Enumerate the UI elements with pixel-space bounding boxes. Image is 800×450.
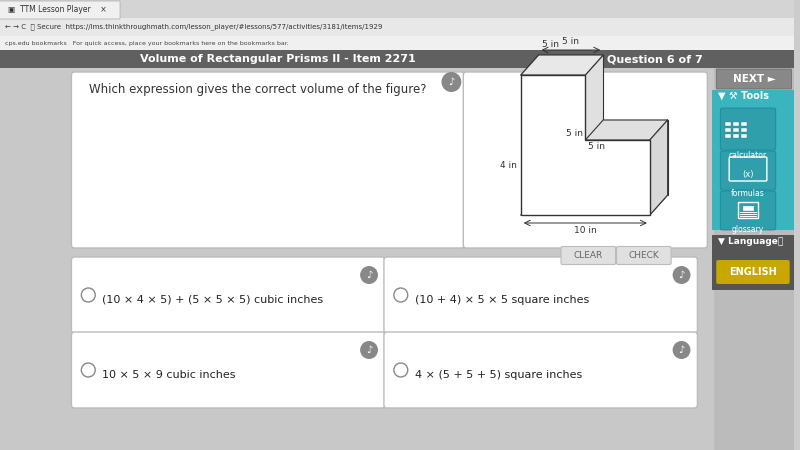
Bar [714, 68, 794, 450]
Circle shape [673, 266, 690, 284]
Text: 5 in: 5 in [562, 37, 579, 46]
Text: 5 in: 5 in [566, 129, 583, 138]
Text: cps.edu bookmarks   For quick access, place your bookmarks here on the bookmarks: cps.edu bookmarks For quick access, plac… [5, 40, 289, 45]
FancyBboxPatch shape [561, 247, 615, 265]
FancyBboxPatch shape [71, 72, 464, 248]
Circle shape [82, 363, 95, 377]
Text: ♪: ♪ [366, 270, 372, 280]
Text: glossary: glossary [732, 225, 764, 234]
Text: formulas: formulas [731, 189, 765, 198]
FancyBboxPatch shape [463, 72, 707, 248]
Text: CLEAR: CLEAR [574, 251, 603, 260]
Text: ← → C  🔒 Secure  https://lms.thinkthroughmath.com/lesson_player/#lessons/577/act: ← → C 🔒 Secure https://lms.thinkthroughm… [5, 23, 382, 31]
FancyBboxPatch shape [716, 69, 792, 89]
Bar [725, 128, 731, 132]
Polygon shape [521, 55, 603, 75]
Bar [0, 36, 794, 50]
Circle shape [442, 72, 462, 92]
Circle shape [673, 341, 690, 359]
Text: 4 × (5 + 5 + 5) square inches: 4 × (5 + 5 + 5) square inches [414, 370, 582, 380]
Circle shape [394, 288, 408, 302]
Text: ♪: ♪ [678, 270, 685, 280]
Text: Volume of Rectangular Prisms II - Item 2271: Volume of Rectangular Prisms II - Item 2… [140, 54, 416, 64]
Bar [0, 18, 794, 36]
Bar [733, 134, 739, 138]
Bar [733, 122, 739, 126]
Text: 5 in: 5 in [588, 142, 606, 151]
Bar [733, 128, 739, 132]
Bar [0, 0, 794, 18]
Bar [712, 235, 794, 290]
FancyBboxPatch shape [384, 332, 698, 408]
Text: 10 × 5 × 9 cubic inches: 10 × 5 × 9 cubic inches [102, 370, 236, 380]
FancyBboxPatch shape [71, 332, 385, 408]
Text: (10 × 4 × 5) + (5 × 5 × 5) cubic inches: (10 × 4 × 5) + (5 × 5 × 5) cubic inches [102, 295, 323, 305]
Text: Which expression gives the correct volume of the figure?: Which expression gives the correct volum… [90, 84, 426, 96]
Text: calculator: calculator [729, 150, 767, 159]
Polygon shape [650, 120, 668, 215]
Text: 5 in: 5 in [542, 40, 558, 49]
FancyBboxPatch shape [720, 108, 776, 150]
Polygon shape [521, 75, 650, 215]
Bar [741, 134, 747, 138]
Text: 10 in: 10 in [574, 226, 597, 235]
Text: ♪: ♪ [448, 77, 454, 87]
Bar [743, 206, 753, 210]
Text: ▼ ⚒ Tools: ▼ ⚒ Tools [718, 91, 770, 101]
Polygon shape [586, 120, 668, 140]
Bar [712, 90, 794, 230]
Circle shape [360, 341, 378, 359]
Text: ▣  TTM Lesson Player    ×: ▣ TTM Lesson Player × [8, 5, 106, 14]
Bar [0, 68, 794, 450]
Text: ENGLISH: ENGLISH [729, 267, 777, 277]
Text: 4 in: 4 in [500, 161, 517, 170]
Circle shape [82, 288, 95, 302]
Bar [738, 202, 758, 218]
Text: ▼ Languageⓘ: ▼ Languageⓘ [718, 237, 783, 246]
Text: Question 6 of 7: Question 6 of 7 [607, 54, 702, 64]
Text: ♪: ♪ [678, 345, 685, 355]
FancyBboxPatch shape [720, 191, 776, 230]
Text: CHECK: CHECK [629, 251, 659, 260]
FancyBboxPatch shape [71, 257, 385, 333]
FancyBboxPatch shape [716, 260, 790, 284]
FancyBboxPatch shape [0, 1, 120, 19]
Bar [741, 128, 747, 132]
Bar [725, 122, 731, 126]
Bar [741, 122, 747, 126]
Circle shape [360, 266, 378, 284]
Text: ♪: ♪ [366, 345, 372, 355]
Bar [725, 134, 731, 138]
Bar [0, 50, 794, 68]
Circle shape [394, 363, 408, 377]
FancyBboxPatch shape [720, 151, 776, 190]
Text: (10 + 4) × 5 × 5 square inches: (10 + 4) × 5 × 5 square inches [414, 295, 589, 305]
Text: (x): (x) [742, 171, 754, 180]
FancyBboxPatch shape [617, 247, 671, 265]
Text: NEXT ►: NEXT ► [733, 74, 775, 84]
Polygon shape [538, 55, 668, 195]
FancyBboxPatch shape [384, 257, 698, 333]
